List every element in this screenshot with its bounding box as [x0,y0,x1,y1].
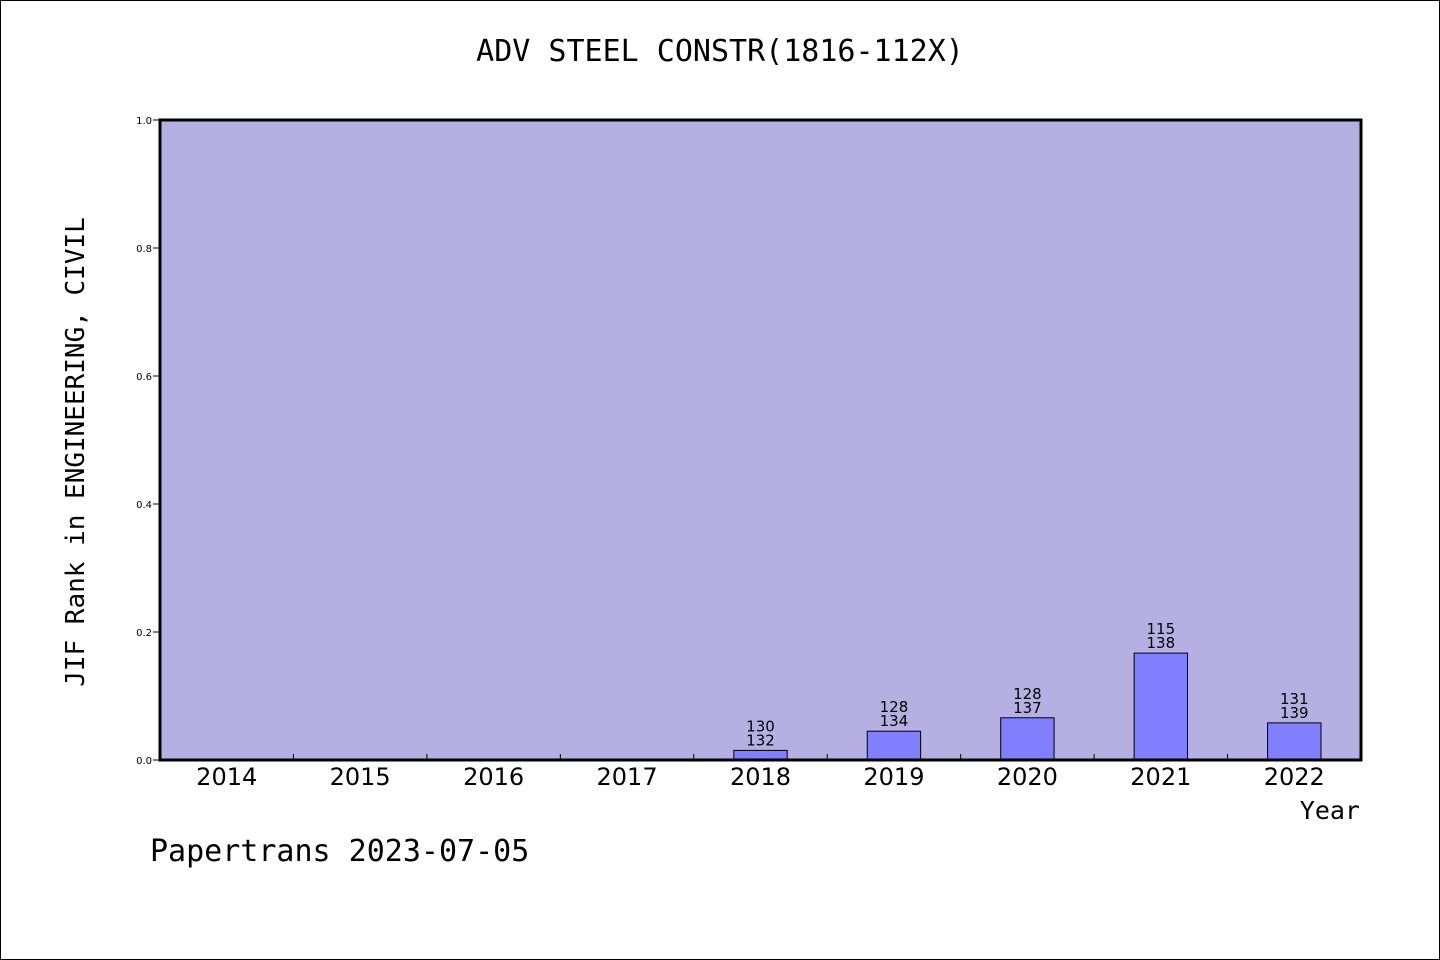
data-label-top: 115 [1147,620,1176,638]
bar-2019 [866,730,922,761]
data-label-bottom: 137 [1013,699,1042,717]
y-tick-label: 1.0 [136,116,152,127]
x-axis-label: Year [1299,796,1360,825]
data-label-top: 128 [1013,685,1042,703]
x-tick-label: 2020 [997,763,1058,791]
x-tick-label: 2015 [330,763,391,791]
x-tick-label: 2019 [863,763,924,791]
y-tick-label: 0.8 [136,244,152,255]
data-label-top: 130 [746,717,775,735]
data-label-bottom: 138 [1147,634,1176,652]
data-label-top: 128 [880,698,909,716]
bar-2021 [1133,652,1189,761]
y-tick-label: 0.4 [136,500,152,511]
x-tick-label: 2021 [1130,763,1191,791]
bar-2020 [1000,717,1055,761]
footer-text: Papertrans 2023-07-05 [150,834,530,869]
plot-border [158,118,1363,762]
data-label-bottom: 139 [1280,704,1309,722]
chart-title: ADV STEEL CONSTR(1816-112X) [476,34,964,69]
x-tick-label: 2022 [1264,763,1325,791]
data-label-bottom: 132 [746,731,775,749]
x-tick-label: 2018 [730,763,791,791]
y-tick-label: 0.0 [136,756,152,767]
data-label-bottom: 134 [880,712,909,730]
data-label-top: 131 [1280,690,1309,708]
x-tick-label: 2014 [196,763,257,791]
x-tick-label: 2016 [463,763,524,791]
bar-2022 [1267,722,1322,761]
x-tick-label: 2017 [597,763,658,791]
y-tick-label: 0.2 [136,628,152,639]
y-tick-label: 0.6 [136,372,152,383]
